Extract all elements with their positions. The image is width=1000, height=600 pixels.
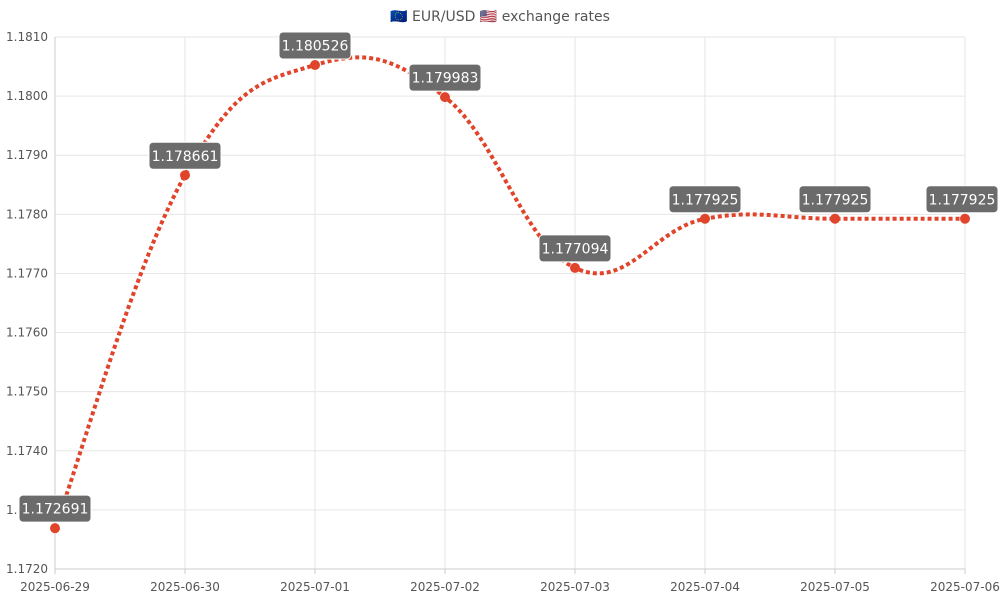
grid (54, 36, 966, 570)
data-labels: 1.172691 1.178661 1.180526 1.179983 1.177094… (18, 31, 999, 523)
data-point[interactable] (440, 92, 450, 103)
data-point[interactable] (700, 213, 710, 224)
series-line-layer (53, 55, 965, 529)
data-point[interactable] (830, 213, 840, 224)
data-label: 1.180526 (282, 39, 349, 55)
x-tick-label: 2025-07-06 (930, 580, 1000, 594)
data-label-box (538, 234, 612, 263)
y-tick-label: 1.1740 (6, 444, 48, 458)
data-label: 1.172691 (22, 502, 89, 518)
y-tick-label: 1.1760 (6, 326, 48, 340)
data-point[interactable] (960, 213, 970, 224)
data-points (50, 60, 970, 534)
data-label-box (148, 141, 222, 170)
data-label-box (408, 63, 482, 92)
x-tick-label: 2025-07-04 (670, 580, 740, 594)
x-tick-label: 2025-07-03 (540, 580, 610, 594)
y-tick-label: 1.1780 (6, 207, 48, 221)
data-label: 1.177925 (672, 192, 739, 208)
data-label-box (798, 185, 872, 214)
chart-title: 🇪🇺 EUR/USD 🇺🇸 exchange rates (390, 9, 610, 25)
data-label: 1.177925 (929, 192, 996, 208)
data-point[interactable] (180, 170, 190, 181)
data-label-box (278, 31, 352, 60)
data-point[interactable] (310, 60, 320, 71)
data-label: 1.178661 (152, 149, 219, 165)
data-label-box (925, 185, 999, 214)
data-label: 1.177925 (802, 192, 869, 208)
y-tick-label: 1.1750 (6, 385, 48, 399)
data-label-box (18, 494, 92, 523)
y-tick-label: 1.1720 (6, 562, 48, 576)
series-line (53, 55, 965, 529)
axes: 1.17201.17301.17401.17501.17601.17701.17… (6, 30, 1000, 594)
x-tick-label: 2025-07-02 (410, 580, 480, 594)
data-point[interactable] (570, 262, 580, 273)
x-tick-label: 2025-07-01 (280, 580, 350, 594)
x-tick-label: 2025-07-05 (800, 580, 870, 594)
data-label: 1.177094 (542, 241, 609, 257)
y-tick-label: 1.1800 (6, 89, 48, 103)
data-point[interactable] (50, 523, 60, 534)
y-tick-label: 1.1810 (6, 30, 48, 44)
y-tick-label: 1.1770 (6, 266, 48, 280)
data-label-box (668, 185, 742, 214)
x-tick-label: 2025-06-29 (20, 580, 90, 594)
y-tick-label: 1.1790 (6, 148, 48, 162)
data-label: 1.179983 (412, 71, 479, 87)
x-tick-label: 2025-06-30 (150, 580, 220, 594)
